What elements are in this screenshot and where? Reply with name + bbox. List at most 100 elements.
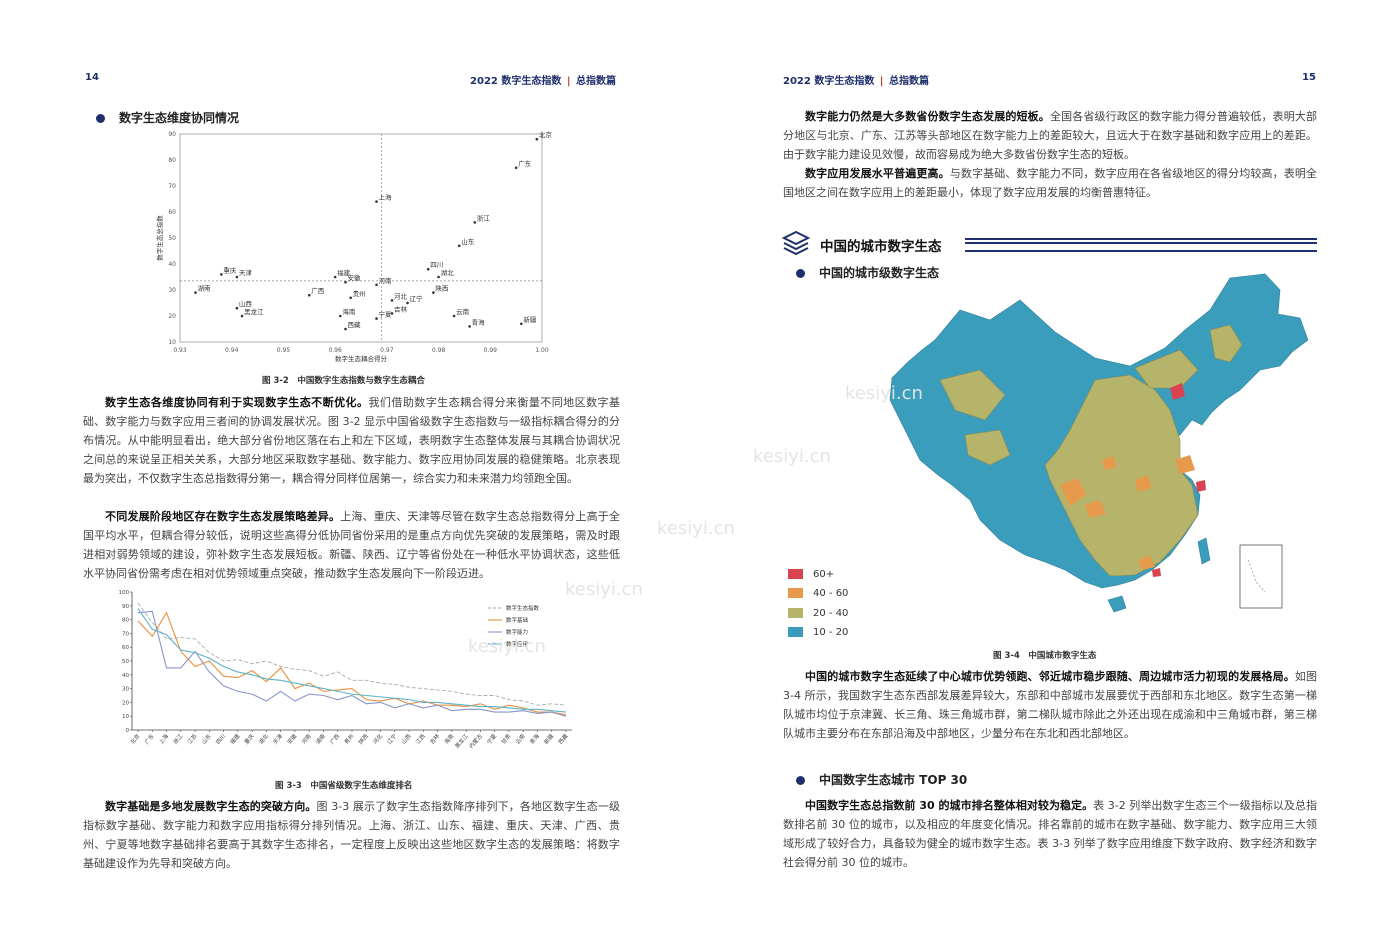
scatter-point bbox=[390, 312, 394, 315]
map-northwest-patch bbox=[939, 369, 1006, 421]
paragraph-body: 全国各省级行政区的数字能力得分普遍较低，表明大部分地区与北京、广东、江苏等头部地… bbox=[783, 110, 1318, 161]
running-header-left: 2022 数字生态指数 | 总指数篇 bbox=[470, 72, 616, 87]
y-tick-label: 50 bbox=[122, 659, 129, 665]
scatter-point bbox=[240, 314, 244, 318]
point-label: 西藏 bbox=[347, 320, 361, 329]
x-tick-label: 贵州 bbox=[342, 732, 355, 746]
scatter-point bbox=[452, 314, 456, 318]
x-tick-label: 四川 bbox=[215, 733, 227, 746]
point-label: 山西 bbox=[239, 299, 253, 308]
map-north-band bbox=[1134, 349, 1199, 389]
scatter-point bbox=[235, 275, 239, 279]
map-legend-10-20: 10 - 20 bbox=[788, 627, 848, 638]
point-label: 浙江 bbox=[477, 213, 491, 222]
legend-label: 数字应用 bbox=[506, 640, 528, 648]
watermark: kesiyi.cn bbox=[753, 446, 831, 467]
x-tick-label: 海南 bbox=[442, 732, 456, 746]
y-tick-label: 70 bbox=[122, 631, 129, 637]
paragraph-body: 上海、重庆、天津等尽管在数字生态总指数得分上高于全国平均水平，但耦合得分较低，说… bbox=[83, 510, 621, 580]
paragraph-body: 与数字基础、数字能力不同，数字应用在各省级地区的得分均较高，表明全国地区之间在数… bbox=[783, 167, 1317, 199]
x-tick-label: 上海 bbox=[157, 732, 171, 746]
point-label: 贵州 bbox=[353, 289, 366, 298]
map-northeast-patch bbox=[1209, 324, 1243, 363]
map-shanghai bbox=[1196, 480, 1206, 492]
point-label: 福建 bbox=[337, 268, 351, 277]
scatter-point bbox=[426, 267, 430, 271]
scatter-point bbox=[375, 283, 378, 287]
x-tick-label: 宁夏 bbox=[485, 732, 499, 746]
x-tick-label: 0.94 bbox=[225, 347, 239, 354]
y-tick-label: 70 bbox=[168, 183, 176, 190]
y-tick-label: 50 bbox=[168, 235, 176, 242]
figure-caption-3-2: 图 3-2 中国数字生态指数与数字生态耦合 bbox=[262, 376, 425, 386]
y-tick-label: 30 bbox=[122, 687, 129, 693]
x-tick-label: 山东 bbox=[200, 732, 214, 746]
x-tick-label: 西藏 bbox=[556, 732, 570, 746]
point-label: 青海 bbox=[472, 317, 486, 326]
y-tick-label: 60 bbox=[122, 645, 129, 651]
paragraph-lead: 数字应用发展水平普遍更高。 bbox=[805, 167, 950, 180]
y-tick-label: 40 bbox=[168, 261, 176, 268]
paragraph-lead: 中国的城市数字生态延续了中心城市优势领跑、邻近城市稳步跟随、周边城市活力初现的发… bbox=[805, 670, 1295, 683]
x-tick-label: 0.97 bbox=[380, 347, 394, 354]
map-wuhan bbox=[1135, 475, 1152, 492]
y-tick-label: 90 bbox=[168, 131, 176, 138]
paragraph-lead: 数字基础是多地发展数字生态的突破方向。 bbox=[105, 800, 317, 813]
chapter-title: 中国的城市数字生态 bbox=[820, 239, 942, 255]
section-title-text: 数字生态维度协同情况 bbox=[119, 111, 240, 125]
scatter-point bbox=[535, 137, 539, 141]
map-legend-60plus: 60+ bbox=[788, 569, 834, 580]
scatter-point bbox=[339, 314, 342, 318]
y-tick-label: 90 bbox=[122, 604, 129, 610]
legend-swatch bbox=[788, 627, 803, 637]
header-separator: | bbox=[876, 76, 887, 87]
paragraph-city-pattern: 中国的城市数字生态延续了中心城市优势领跑、邻近城市稳步跟随、周边城市活力初现的发… bbox=[783, 667, 1317, 743]
y-tick-label: 10 bbox=[168, 339, 176, 346]
x-tick-label: 江西 bbox=[414, 732, 427, 745]
section-title-city: 中国的城市级数字生态 bbox=[796, 264, 939, 281]
paragraph-body: 如图 3-4 所示，我国数字生态东西部发展差异较大，东部和中部城市发展要优于西部… bbox=[783, 670, 1318, 740]
x-tick-label: 0.95 bbox=[277, 347, 291, 354]
scatter-point bbox=[375, 317, 378, 320]
south-china-sea-inset bbox=[1239, 544, 1283, 609]
bullet-dot-icon bbox=[796, 776, 805, 785]
scatter-point bbox=[432, 291, 435, 294]
legend-label: 10 - 20 bbox=[813, 627, 849, 638]
point-label: 河北 bbox=[394, 292, 408, 300]
x-tick-label: 内蒙古 bbox=[467, 732, 484, 750]
point-label: 湖南 bbox=[198, 284, 212, 293]
y-axis-label: 数字生态总指数 bbox=[155, 215, 164, 261]
map-chongqing bbox=[1085, 500, 1106, 518]
point-label: 河南 bbox=[379, 276, 393, 285]
paragraph-lead: 数字生态各维度协同有利于实现数字生态不断优化。 bbox=[105, 396, 369, 409]
point-label: 海南 bbox=[342, 307, 356, 316]
header-section: 总指数篇 bbox=[576, 76, 616, 87]
scatter-chart: 0.93 0.94 0.95 0.96 0.97 0.98 0.99 1.00 90 80 70 60… bbox=[155, 130, 552, 363]
scatter-point bbox=[344, 280, 347, 284]
page-number-right: 15 bbox=[1302, 72, 1316, 83]
x-tick-label: 0.99 bbox=[484, 347, 498, 354]
x-tick-label: 0.98 bbox=[432, 347, 446, 354]
map-beijing bbox=[1170, 383, 1185, 400]
x-tick-label: 福建 bbox=[228, 732, 242, 746]
x-tick-label: 重庆 bbox=[242, 732, 256, 746]
scatter-point bbox=[375, 200, 378, 203]
section-title-text: 中国的城市级数字生态 bbox=[819, 266, 940, 280]
point-label: 四川 bbox=[430, 261, 443, 269]
y-tick-label: 30 bbox=[168, 287, 176, 294]
legend-label: 数字基础 bbox=[506, 616, 529, 624]
map-west-patch bbox=[964, 429, 1011, 466]
scatter-point bbox=[344, 327, 347, 331]
x-tick-label: 青海 bbox=[528, 732, 542, 746]
x-tick-label: 广西 bbox=[328, 732, 342, 746]
series-line bbox=[137, 611, 567, 716]
scatter-point bbox=[307, 293, 311, 297]
y-tick-label: 60 bbox=[168, 209, 176, 216]
legend-swatch bbox=[788, 569, 803, 579]
watermark: kesiyi.cn bbox=[657, 518, 735, 539]
paragraph-body: 表 3-2 列举出数字生态三个一级指标以及总指数排名前 30 位的城市，以及相应… bbox=[783, 799, 1318, 869]
point-label: 宁夏 bbox=[379, 310, 393, 319]
map-shenzhen bbox=[1152, 568, 1161, 577]
scatter-point bbox=[514, 166, 518, 170]
